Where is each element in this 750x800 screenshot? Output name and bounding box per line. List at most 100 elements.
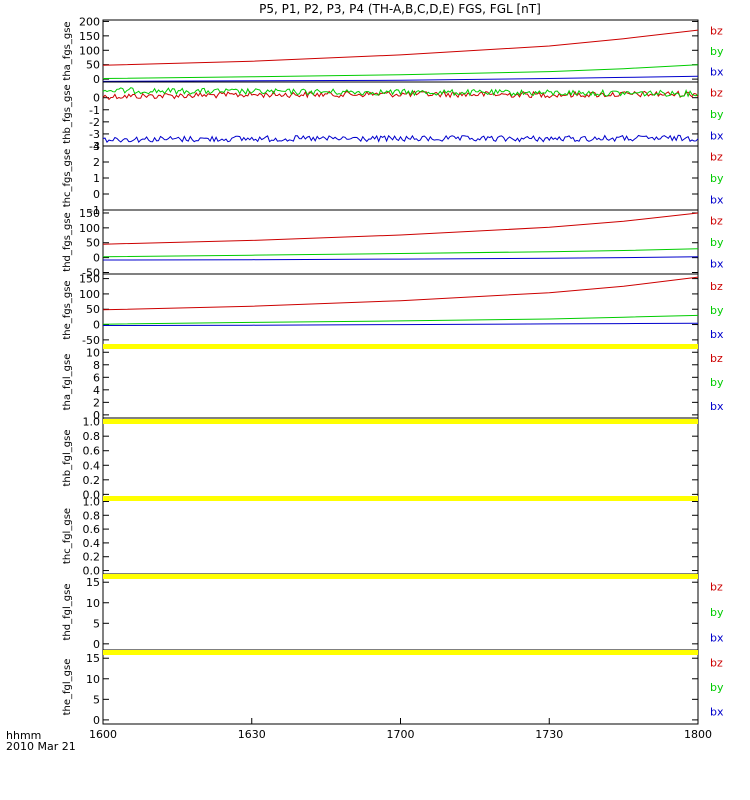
y-tick-label: 1.0	[83, 495, 101, 508]
legend-by: by	[710, 172, 724, 185]
y-tick-label: 15	[86, 652, 100, 665]
legend-bx: bx	[710, 193, 724, 206]
y-tick-label: 10	[86, 673, 100, 686]
x-axis: 1600 1630 1700 1730 1800	[89, 718, 712, 741]
no-data-bar	[103, 496, 698, 501]
panel-frame	[102, 145, 699, 211]
panel-frame	[102, 497, 699, 575]
y-tick-label: -1	[89, 104, 100, 117]
no-data-bar	[103, 650, 698, 655]
legend-bx: bx	[710, 631, 724, 644]
y-tick-label: 150	[79, 273, 100, 286]
y-tick-label: 5	[93, 617, 100, 630]
legend-bz: bz	[710, 87, 723, 100]
y-tick-label: -50	[82, 334, 100, 347]
no-data-bar	[103, 419, 698, 424]
y-tick-label: 0	[93, 252, 100, 265]
y-axis-label: thc_fgl_gse	[62, 508, 73, 564]
series-line-bz	[102, 90, 699, 101]
legend-by: by	[710, 304, 724, 317]
panel-frame	[102, 273, 699, 347]
y-tick-label: 2	[93, 156, 100, 169]
legend-bx: bx	[710, 66, 724, 79]
y-axis-label: tha_fgs_gse	[62, 21, 73, 80]
panel-frame	[102, 649, 699, 725]
y-axis-label: thd_fgs_gse	[62, 212, 73, 271]
y-tick-label: 1.0	[83, 416, 101, 429]
y-tick-label: 0	[93, 714, 100, 727]
y-tick-label: 6	[93, 371, 100, 384]
legend-by: by	[710, 45, 724, 58]
legend-bz: bz	[710, 215, 723, 228]
series-line-by	[102, 64, 699, 79]
panel-thd_fgs_gse: 150 100 50 0 -50 thd_fgs_gse bz by bx	[62, 207, 724, 280]
panel-frame	[102, 417, 699, 499]
y-axis-label: thc_fgs_gse	[62, 149, 73, 208]
y-tick-label: 0.6	[83, 445, 101, 458]
no-data-bar	[103, 344, 698, 349]
y-tick-label: 0	[93, 92, 100, 105]
y-axis-label: the_fgs_gse	[62, 280, 73, 339]
y-tick-label: 0	[93, 73, 100, 86]
series-line-bz	[102, 29, 699, 66]
series-line-bz	[102, 276, 699, 311]
date-label: 2010 Mar 21	[6, 740, 76, 753]
y-axis-label: thb_fgs_gse	[62, 84, 73, 143]
y-tick-label: -1	[89, 204, 100, 217]
x-tick-label: 1630	[238, 728, 266, 741]
panel-frame	[102, 573, 699, 651]
y-tick-label: 50	[86, 303, 100, 316]
series-line-by	[102, 248, 699, 258]
y-tick-label: 1	[93, 172, 100, 185]
legend-bz: bz	[710, 581, 723, 594]
series-line-bx	[102, 256, 699, 261]
y-tick-label: 100	[79, 288, 100, 301]
y-tick-label: -50	[82, 267, 100, 280]
y-tick-label: 0	[93, 638, 100, 651]
series-line-by	[102, 314, 699, 325]
x-tick-label: 1800	[684, 728, 712, 741]
y-tick-label: 3	[93, 140, 100, 153]
y-tick-label: 0.0	[83, 565, 101, 578]
y-tick-label: 8	[93, 359, 100, 372]
legend-by: by	[710, 606, 724, 619]
time-format-label: hhmm	[6, 729, 41, 742]
legend-by: by	[710, 681, 724, 694]
chart-title: P5, P1, P2, P3, P4 (TH-A,B,C,D,E) FGS, F…	[259, 2, 541, 16]
legend-bz: bz	[710, 352, 723, 365]
panel-the_fgs_gse: 150 100 50 0 -50 the_fgs_gse bz by bx	[62, 273, 724, 347]
y-tick-label: 0.6	[83, 523, 101, 536]
series-line-by	[102, 87, 699, 98]
legend-by: by	[710, 376, 724, 389]
y-axis-label: the_fgl_gse	[62, 659, 73, 716]
legend-bz: bz	[710, 24, 723, 37]
panel-thc_fgl_gse: 1.00.80.60.40.20.0 thc_fgl_gse	[62, 495, 699, 578]
series-line-bx	[102, 75, 699, 82]
y-tick-label: 2	[93, 396, 100, 409]
y-tick-label: 10	[86, 346, 100, 359]
legend-bx: bx	[710, 328, 724, 341]
panel-the_fgl_gse: 15 10 5 0 the_fgl_gse bz by bx	[62, 649, 724, 727]
y-tick-label: 0.8	[83, 509, 101, 522]
y-tick-label: 5	[93, 693, 100, 706]
y-tick-label: 4	[93, 384, 100, 397]
legend-bz: bz	[710, 656, 723, 669]
series-line-bz	[102, 212, 699, 245]
legend-by: by	[710, 236, 724, 249]
x-tick-label: 1730	[535, 728, 563, 741]
y-tick-label: 50	[86, 59, 100, 72]
series-line-bx	[102, 134, 699, 144]
y-tick-label: -3	[89, 128, 100, 141]
legend-by: by	[710, 108, 724, 121]
series-line-bx	[102, 322, 699, 326]
legend-bz: bz	[710, 280, 723, 293]
y-tick-label: 0.0	[83, 488, 101, 501]
y-tick-label: 0	[93, 409, 100, 422]
y-tick-label: 150	[79, 207, 100, 220]
y-tick-label: 0.2	[83, 474, 101, 487]
panel-thb_fgs_gse: 0-1-2-3-4 thb_fgs_gse bz by bx	[62, 81, 724, 153]
legend-bx: bx	[710, 706, 724, 719]
y-tick-label: 100	[79, 44, 100, 57]
